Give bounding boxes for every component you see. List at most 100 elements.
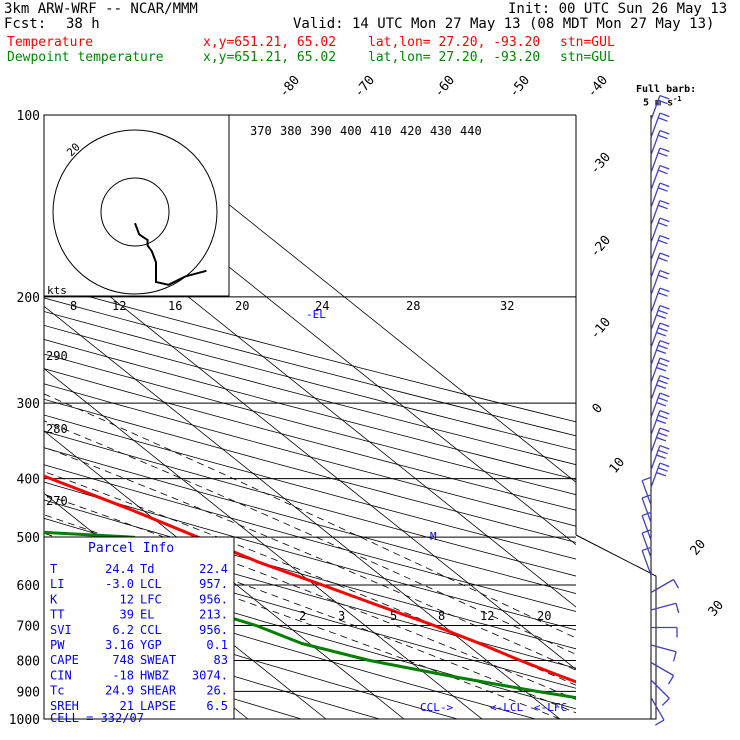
barb-flag <box>656 454 667 459</box>
barb-flag <box>657 239 668 245</box>
barb-flag <box>657 449 668 455</box>
barb-shaft <box>650 95 661 121</box>
barb-flag <box>657 99 668 105</box>
wind-barb <box>650 661 675 685</box>
parcel-value: -3.0 <box>105 577 134 591</box>
barb-shaft <box>650 112 661 138</box>
barb-flag <box>672 579 680 589</box>
barb-flag <box>656 366 667 372</box>
parcel-value: 21 <box>120 699 134 713</box>
barb-legend-units-text: 5 m s <box>643 97 674 109</box>
barb-flag <box>659 339 670 345</box>
barb-flag <box>659 444 670 450</box>
barb-flag <box>657 362 668 367</box>
parcel-value: 3.16 <box>105 638 134 652</box>
parcel-value: 24.9 <box>105 684 134 698</box>
hodo-unit-label: kts <box>47 284 67 297</box>
wind-barb <box>650 578 680 594</box>
barb-legend-exponent: -1 <box>673 95 682 103</box>
isotherm <box>0 115 14 719</box>
barb-flag <box>657 204 668 210</box>
barb-flag <box>659 164 670 170</box>
barb-flag <box>657 379 668 385</box>
barb-flag <box>657 222 668 227</box>
wind-barb <box>650 444 670 471</box>
barb-flag <box>656 384 667 389</box>
isotherm-label: -60 <box>432 73 459 101</box>
pressure-tick-label: 800 <box>17 654 40 669</box>
wind-barb <box>650 129 670 156</box>
barb-flag <box>657 169 668 175</box>
wind-barb <box>650 304 670 331</box>
barb-shaft <box>650 427 661 453</box>
barb-flag <box>657 134 668 140</box>
theta-side-label: 280 <box>46 422 68 436</box>
wind-barb <box>650 199 670 226</box>
hodo-speed-label: 16 <box>168 299 182 313</box>
isotherm-label: 10 <box>607 455 629 477</box>
parcel-value: 957. <box>199 577 228 591</box>
hodograph-trace <box>134 222 207 286</box>
temperature-legend: Temperature <box>7 35 94 50</box>
dry-adiabat <box>44 284 576 423</box>
parcel-value: 12 <box>120 592 134 606</box>
isotherm-label: -50 <box>507 73 534 101</box>
moist-adiabat <box>44 420 576 655</box>
pressure-tick-label: 1000 <box>9 713 40 728</box>
isotherm <box>44 430 405 719</box>
dry-adiabat <box>44 339 576 480</box>
parcel-value: 956. <box>199 592 228 606</box>
barb-flag <box>659 112 670 118</box>
wind-barb <box>650 697 665 726</box>
wind-barb <box>650 602 680 614</box>
barb-flag <box>657 432 668 437</box>
barb-shaft <box>650 130 661 156</box>
pressure-tick-label: 100 <box>17 109 40 124</box>
wind-barb <box>650 427 670 453</box>
theta-label: 380 <box>280 124 302 138</box>
wind-barb <box>650 217 670 243</box>
wind-barb <box>641 546 652 576</box>
wind-barb <box>650 164 670 191</box>
barb-flag <box>667 675 675 685</box>
isotherm-label: -40 <box>585 73 612 101</box>
parcel-label: Td <box>140 562 154 576</box>
parcel-value: 24.4 <box>105 562 134 576</box>
mixing-ratio-label: 3 <box>338 609 345 623</box>
parcel-value: 83 <box>214 653 228 667</box>
parcel-value: -18 <box>112 668 134 682</box>
wind-barb <box>641 494 652 523</box>
parcel-label: TT <box>50 608 64 622</box>
dewpoint-xy: x,y=651.21, 65.02 <box>203 50 337 65</box>
dry-adiabat <box>44 297 576 437</box>
mixing-ratio-label: 2 <box>299 609 306 623</box>
parcel-label: PW <box>50 638 65 652</box>
barb-flag <box>656 419 667 424</box>
barb-shaft <box>650 200 661 226</box>
barb-flag <box>641 546 652 552</box>
parcel-info-box: Parcel Info T 24.4 Td 22.4 LI -3.0 LCL 957. K 12 LF… <box>43 536 235 725</box>
parcel-label: T <box>50 562 57 576</box>
barb-flag <box>656 471 667 477</box>
parcel-label: SVI <box>50 623 72 637</box>
wind-barb <box>650 269 670 296</box>
barb-flag <box>659 322 670 328</box>
pressure-tick-label: 400 <box>17 473 40 488</box>
parcel-value: 748 <box>112 653 134 667</box>
barb-shaft <box>641 550 652 576</box>
fcst-label: Fcst: <box>4 16 47 32</box>
pressure-tick-label: 200 <box>17 291 40 306</box>
barb-flag <box>657 187 668 192</box>
theta-label: 400 <box>340 124 362 138</box>
isotherm-label: -30 <box>588 150 615 178</box>
theta-label: 390 <box>310 124 332 138</box>
dewpoint-stn: stn=GUL <box>560 50 615 65</box>
parcel-label: LFC <box>140 592 162 606</box>
barb-flag <box>659 462 670 468</box>
wind-barb <box>650 357 670 383</box>
parcel-cell: CELL = 332/07 <box>50 711 144 725</box>
parcel-value: 39 <box>120 608 134 622</box>
barb-shaft <box>650 217 661 243</box>
isotherm-label: 0 <box>590 401 607 417</box>
